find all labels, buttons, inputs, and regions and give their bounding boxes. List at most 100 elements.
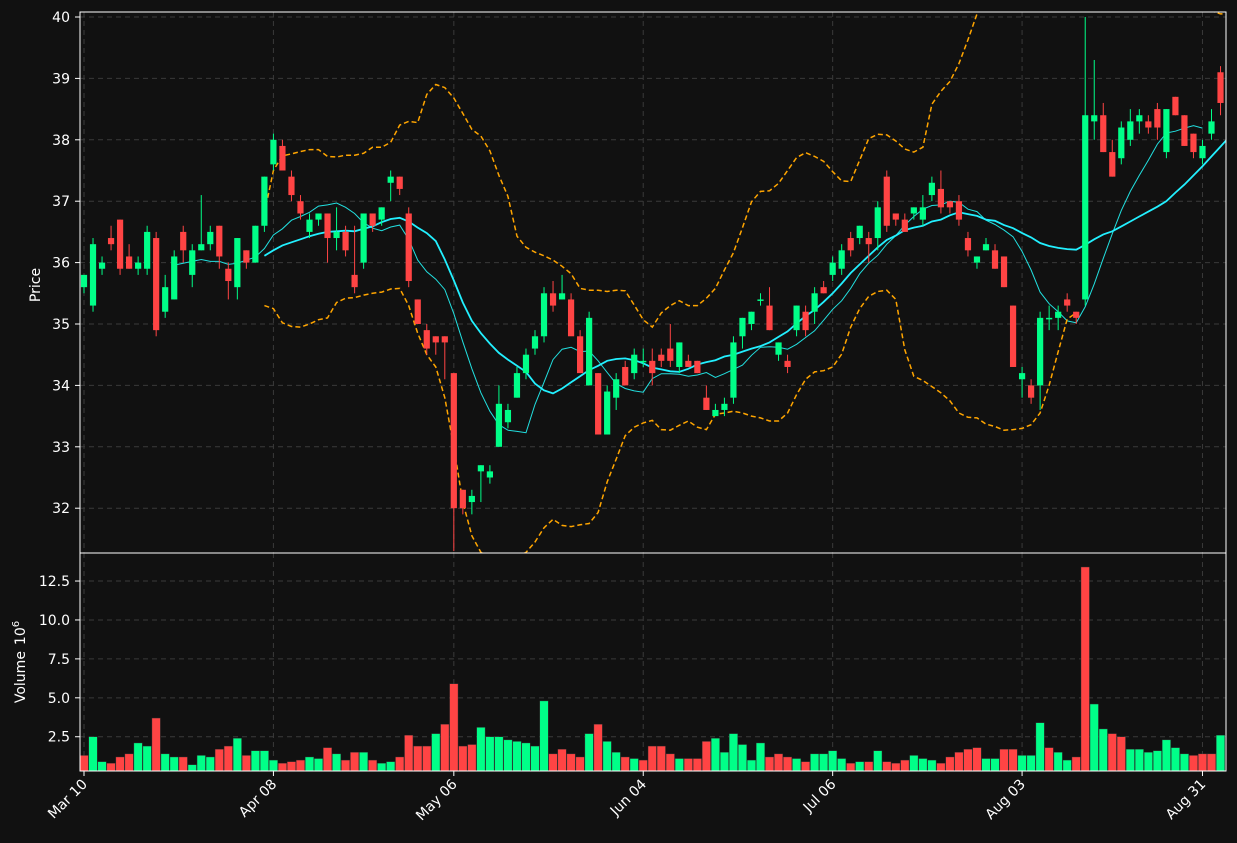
volume-tick-label: 5.0 xyxy=(48,691,70,707)
volume-bar xyxy=(1207,753,1216,772)
candle-body xyxy=(820,287,827,294)
candle-body xyxy=(171,256,178,300)
price-tick-label: 36 xyxy=(52,256,70,272)
volume-bar xyxy=(918,758,928,772)
volume-bar xyxy=(124,753,134,772)
candle-body xyxy=(649,360,656,374)
candle-body xyxy=(1064,299,1071,306)
candle-body xyxy=(1055,311,1062,318)
price-tick-label: 34 xyxy=(52,378,70,394)
volume-bar xyxy=(250,750,260,772)
volume-bar xyxy=(855,761,865,772)
volume-bar xyxy=(431,733,441,772)
volume-bar xyxy=(891,763,901,772)
volume-bar xyxy=(1080,566,1090,772)
volume-bar xyxy=(1161,739,1171,772)
volume-y-ticks: 2.5 5.0 7.5 10.0 12.5 xyxy=(39,574,80,746)
volume-bar xyxy=(359,752,369,772)
candle-body xyxy=(1037,317,1044,386)
candle-body xyxy=(234,238,241,288)
volume-bar xyxy=(512,741,522,772)
volume-bar xyxy=(269,759,278,772)
candle-body xyxy=(225,268,232,282)
candle-body xyxy=(378,207,385,220)
candle-body xyxy=(432,336,439,343)
candle-body xyxy=(279,145,286,171)
candle-body xyxy=(531,336,539,349)
volume-bar xyxy=(1152,750,1162,772)
volume-bar xyxy=(79,755,89,772)
candle-body xyxy=(459,489,466,509)
candle-body xyxy=(1181,115,1188,146)
volume-bar xyxy=(133,742,143,772)
candle-body xyxy=(387,176,394,183)
candle-body xyxy=(622,366,629,386)
volume-bar xyxy=(97,761,107,772)
volume-bar xyxy=(864,761,874,772)
volume-tick-label: 7.5 xyxy=(48,652,70,668)
candle-body xyxy=(567,299,575,337)
volume-bar xyxy=(1098,728,1108,772)
volume-bar xyxy=(404,734,414,772)
volume-bar xyxy=(801,761,811,772)
volume-bar xyxy=(476,727,486,772)
candle-body xyxy=(946,201,954,208)
candle-body xyxy=(1172,96,1179,116)
candle-body xyxy=(703,397,710,410)
volume-bar xyxy=(287,761,296,772)
candle-body xyxy=(1190,133,1197,153)
candle-body xyxy=(306,219,313,232)
candle-body xyxy=(829,262,836,275)
volume-bar xyxy=(783,756,792,772)
volume-bar xyxy=(945,756,955,772)
candle-body xyxy=(1109,152,1116,177)
candle-body xyxy=(144,231,151,269)
candle-body xyxy=(901,219,908,232)
volume-bar xyxy=(259,750,269,772)
volume-bar xyxy=(395,756,405,772)
volume-bar xyxy=(539,700,549,772)
candle-body xyxy=(739,317,746,337)
candle-body xyxy=(98,262,106,269)
volume-bar xyxy=(936,763,946,772)
volume-bar xyxy=(593,724,603,772)
candle-body xyxy=(838,250,845,269)
candle-body xyxy=(369,213,376,226)
candle-body xyxy=(1217,72,1224,103)
volume-bar xyxy=(142,745,152,772)
candle-body xyxy=(450,373,457,509)
candle-body xyxy=(937,188,944,208)
candle-body xyxy=(216,225,223,257)
volume-bar xyxy=(1026,755,1036,772)
candle-body xyxy=(1145,121,1152,128)
candle-body xyxy=(252,225,259,263)
candle-body xyxy=(586,317,593,386)
candle-body xyxy=(640,360,647,363)
volume-bar xyxy=(828,750,838,772)
volume-grid xyxy=(80,553,1226,771)
volume-bar xyxy=(88,736,98,772)
volume-bar xyxy=(963,749,973,772)
candle-body xyxy=(342,231,349,251)
candle-body xyxy=(1163,109,1170,153)
volume-bar xyxy=(314,758,323,772)
candle-body xyxy=(522,354,530,374)
volume-bar xyxy=(341,759,350,772)
candle-body xyxy=(261,176,268,226)
volume-bar xyxy=(368,759,378,772)
ma-fast-line xyxy=(174,125,1203,434)
volume-bar xyxy=(241,755,251,772)
volume-bar xyxy=(656,745,666,772)
volume-bar xyxy=(701,741,711,772)
lower-band-line xyxy=(264,287,1077,553)
volume-bar xyxy=(999,749,1009,772)
volume-bar xyxy=(106,763,116,772)
candle-body xyxy=(928,182,935,196)
volume-bar xyxy=(692,758,702,772)
volume-bar xyxy=(710,738,720,772)
candle-body xyxy=(892,213,899,220)
volume-bar xyxy=(557,749,567,772)
candle-body xyxy=(288,176,295,196)
candle-body xyxy=(396,176,403,189)
